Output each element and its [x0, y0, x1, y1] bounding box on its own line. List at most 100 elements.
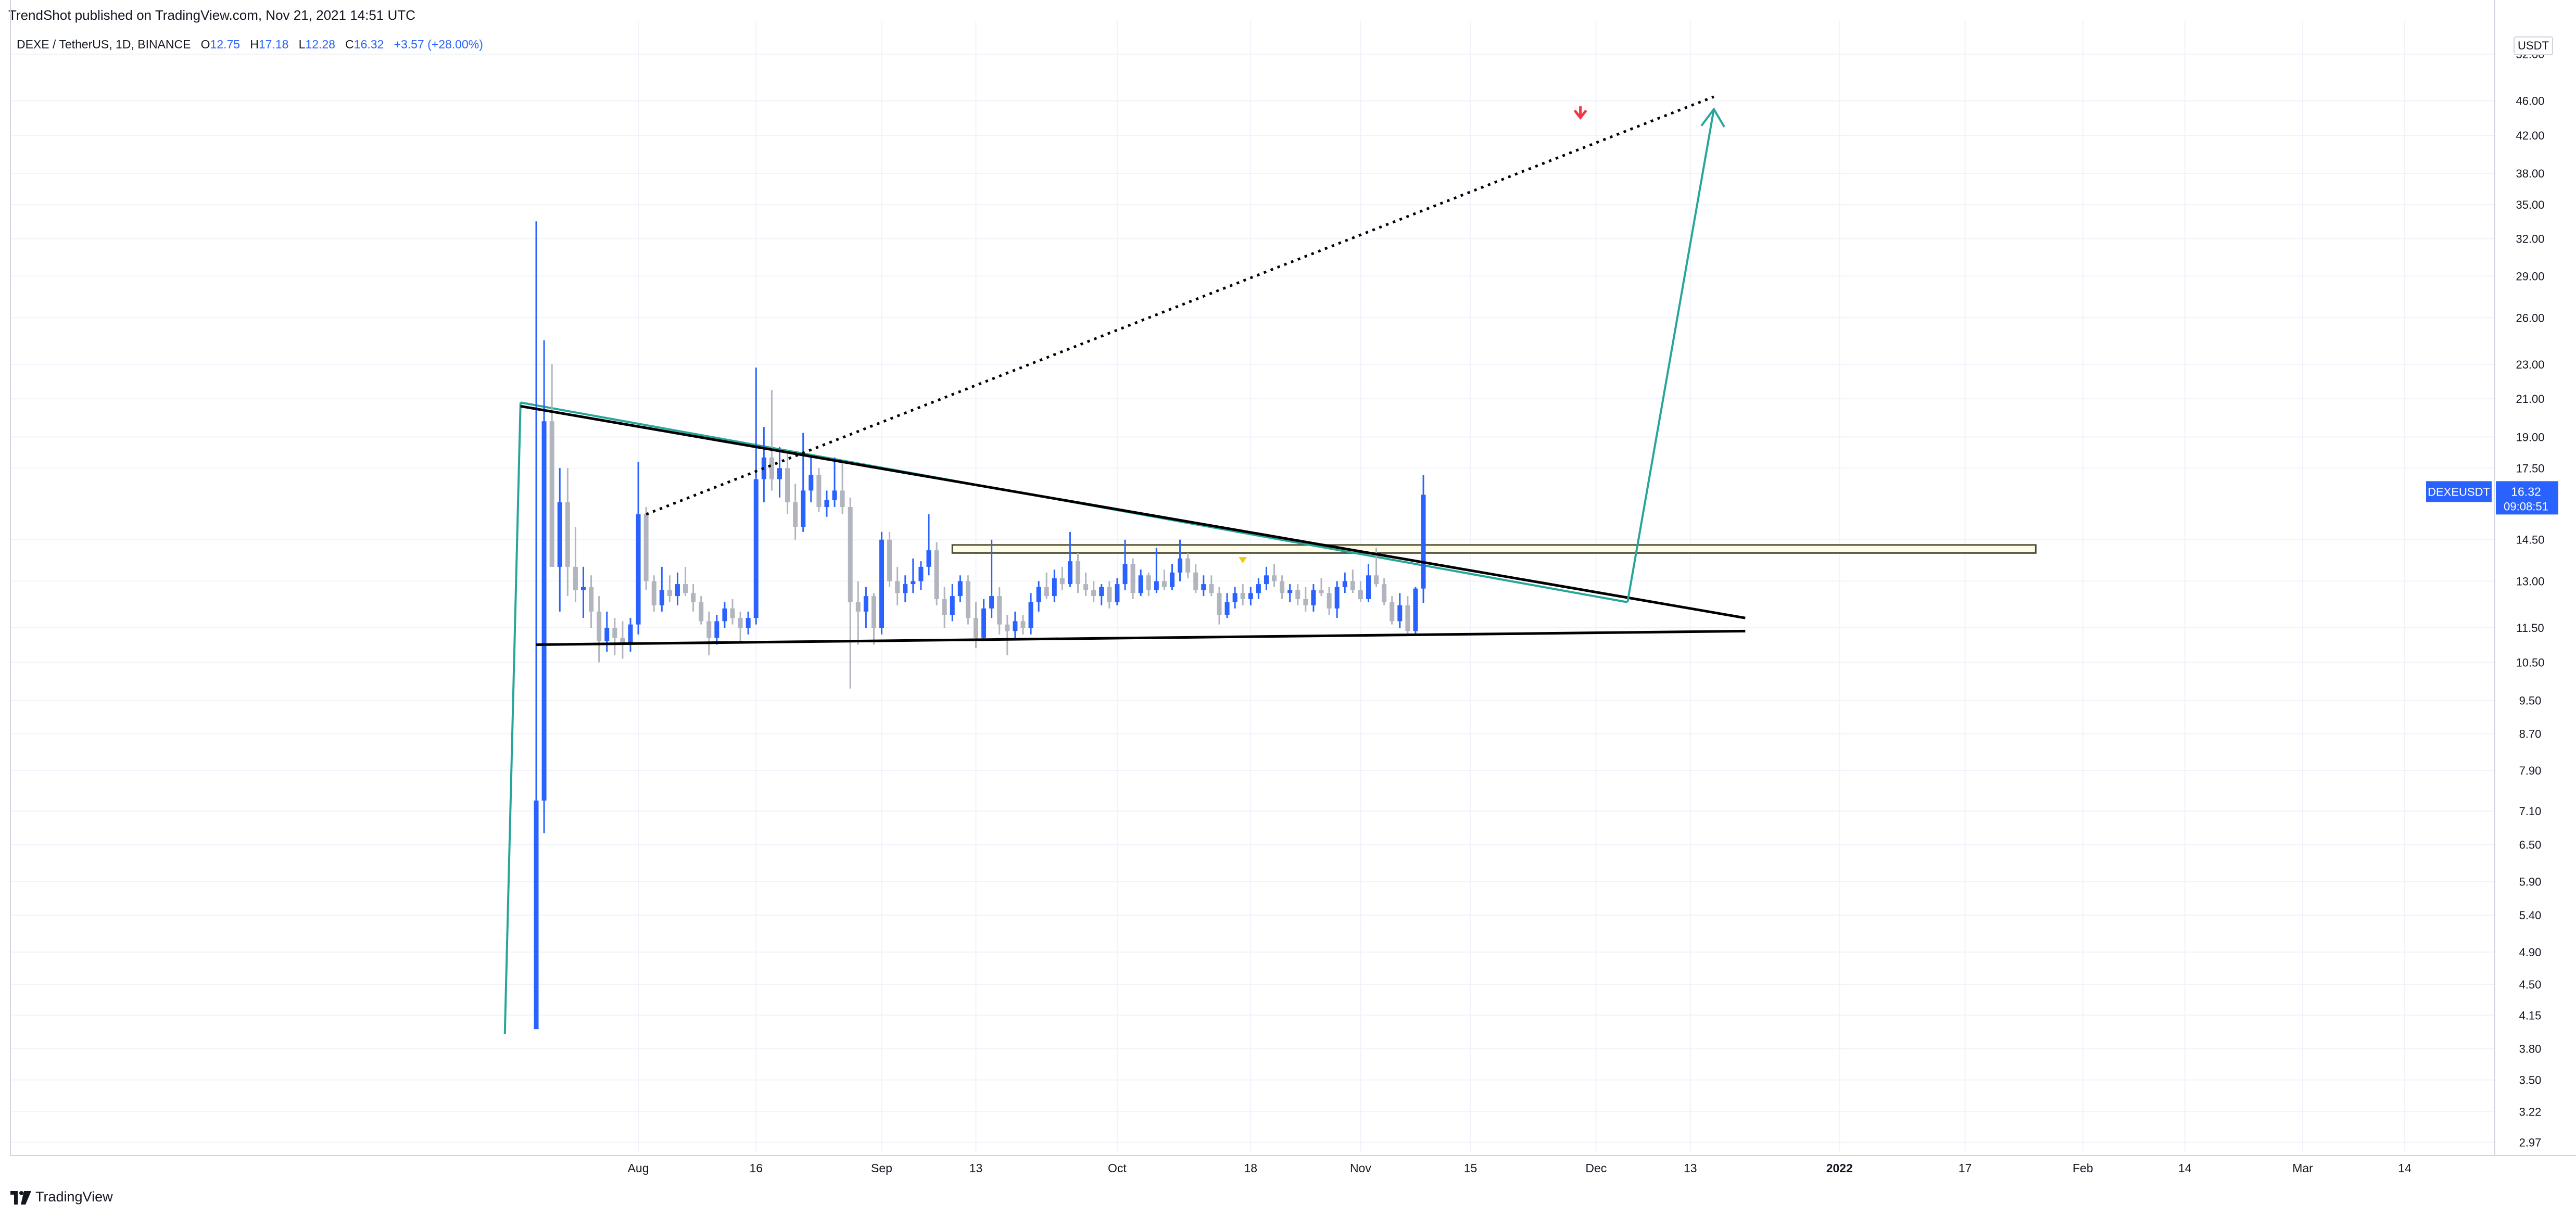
- candle-body: [549, 421, 554, 567]
- time-tick-label: 14: [2398, 1161, 2411, 1175]
- candle-body: [1319, 590, 1324, 593]
- price-tick-label: 46.00: [2516, 95, 2544, 108]
- target-arrow-head: [1700, 107, 1725, 128]
- candle-body: [620, 638, 625, 645]
- price-tick-label: 5.90: [2519, 875, 2542, 888]
- candle-body: [989, 596, 994, 609]
- legend-close-label: C: [345, 37, 354, 51]
- legend-close-value: 16.32: [353, 37, 384, 51]
- time-tick-label: Nov: [1350, 1161, 1371, 1175]
- candle-body: [1397, 605, 1403, 622]
- last-price-value: 16.32: [2511, 485, 2541, 498]
- candle-body: [887, 539, 892, 581]
- candle-body: [1209, 584, 1214, 593]
- tradingview-brand: TradingView: [35, 1189, 113, 1205]
- legend-change-value: +3.57 (+28.00%): [394, 37, 483, 51]
- candle-body: [1303, 599, 1308, 605]
- legend-open-label: O: [200, 37, 210, 51]
- price-tick-label: 14.50: [2516, 534, 2544, 547]
- legend-low-label: L: [298, 37, 306, 51]
- price-tick-label: 6.50: [2519, 839, 2542, 852]
- time-tick-label: Aug: [628, 1161, 649, 1175]
- candle-body: [1342, 581, 1347, 587]
- candle-body: [871, 596, 876, 628]
- target-arrow-line: [1626, 109, 1715, 603]
- candle-body: [1350, 581, 1355, 590]
- chart-grid: [10, 21, 2495, 1151]
- price-tick-label: 3.80: [2519, 1043, 2542, 1056]
- candle-body: [557, 502, 562, 567]
- time-tick-label: Dec: [1585, 1161, 1607, 1175]
- candle-body: [706, 621, 712, 638]
- candle-body: [1067, 561, 1072, 585]
- candle-body: [1295, 590, 1300, 599]
- time-tick-label: 16: [749, 1161, 763, 1175]
- drawings-layer: [503, 401, 2037, 1034]
- candle-body: [1154, 581, 1159, 590]
- candle-body: [1382, 584, 1387, 602]
- candle-body: [903, 584, 908, 593]
- candle-body: [1028, 602, 1033, 628]
- tradingview-logo[interactable]: TradingView: [10, 1189, 113, 1205]
- candle-body: [1020, 621, 1026, 628]
- candle-body: [1138, 575, 1143, 593]
- candle-body: [1217, 593, 1222, 615]
- price-tick-label: 26.00: [2516, 311, 2544, 324]
- candle-body: [840, 490, 845, 508]
- candle-body: [1311, 590, 1316, 605]
- candle-body: [801, 490, 806, 527]
- price-tick-label: 29.00: [2516, 270, 2544, 283]
- candle-body: [769, 457, 774, 479]
- candle-body: [691, 593, 696, 602]
- candle-body: [1099, 587, 1104, 597]
- alert-marker: [1239, 557, 1247, 564]
- time-tick-label: 14: [2178, 1161, 2192, 1175]
- candle-body: [1287, 590, 1293, 593]
- candle-body: [722, 608, 727, 622]
- symbol-price-tag-label: DEXEUSDT: [2428, 485, 2490, 498]
- candle-body: [1146, 575, 1151, 590]
- candle-body: [659, 590, 664, 605]
- candle-body: [738, 618, 743, 628]
- candle-body: [714, 621, 719, 638]
- candle-body: [1169, 572, 1175, 587]
- candle-body: [1256, 584, 1261, 593]
- candle-body: [541, 421, 547, 801]
- price-tick-label: 32.00: [2516, 233, 2544, 246]
- candle-body: [1005, 624, 1010, 631]
- candle-body: [730, 608, 735, 618]
- candle-body: [1280, 581, 1285, 593]
- price-tick-label: 13.00: [2516, 575, 2544, 588]
- legend-symbol[interactable]: DEXE / TetherUS, 1D, BINANCE: [17, 37, 191, 51]
- candle-body: [1091, 590, 1096, 597]
- price-tick-label: 8.70: [2519, 728, 2542, 741]
- candle-body: [926, 550, 931, 567]
- candle-body: [1178, 558, 1183, 573]
- candle-body: [1224, 602, 1230, 615]
- time-tick-label: 17: [1959, 1161, 1972, 1175]
- candle-body: [1248, 593, 1253, 599]
- candle-body: [950, 596, 955, 615]
- candle-body: [1421, 495, 1426, 589]
- candle-body: [1161, 581, 1167, 587]
- price-tick-label: 7.90: [2519, 764, 2542, 777]
- candle-body: [824, 500, 829, 508]
- flagpole-line: [503, 402, 522, 1034]
- time-tick-label: 15: [1464, 1161, 1478, 1175]
- candle-body: [934, 550, 939, 599]
- candle-body: [1036, 587, 1041, 602]
- candle-body: [957, 581, 963, 597]
- symbol-price-tag: [2426, 481, 2492, 502]
- candle-body: [1366, 575, 1371, 599]
- candle-body: [1193, 572, 1198, 590]
- candle-body: [1201, 584, 1206, 590]
- symbol-legend: DEXE / TetherUS, 1D, BINANCE O12.75 H17.…: [17, 37, 483, 52]
- candle-body: [636, 514, 641, 625]
- candle-body: [534, 800, 539, 1030]
- price-tick-label: 21.00: [2516, 392, 2544, 406]
- candle-body: [785, 468, 790, 502]
- candle-body: [573, 566, 578, 590]
- currency-badge[interactable]: USDT: [2514, 36, 2553, 55]
- price-tick-label: 4.50: [2519, 978, 2542, 991]
